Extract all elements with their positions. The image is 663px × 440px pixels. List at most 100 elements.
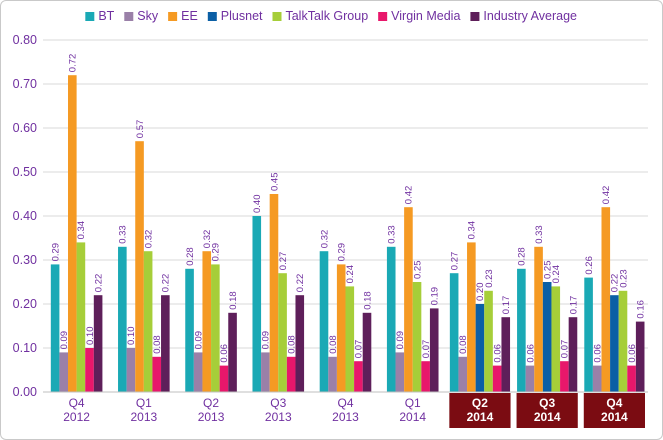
data-label: 0.20	[475, 283, 486, 302]
data-label: 0.22	[93, 274, 104, 293]
data-label: 0.29	[50, 243, 61, 262]
data-label: 0.25	[542, 261, 553, 280]
data-labels: 0.29 0.09 0.72 0.34 0.10 0.22 0.33 0.10 0.57 0.32…	[50, 54, 646, 363]
bar	[319, 251, 329, 392]
y-tick-label: 0.20	[13, 297, 37, 311]
bar	[467, 242, 476, 392]
data-label: 0.17	[501, 296, 512, 315]
data-label: 0.42	[601, 186, 612, 205]
legend: BT Sky EE Plusnet TalkTalk Group Virgin Media…	[85, 9, 577, 23]
bar	[211, 264, 220, 392]
bar	[261, 352, 270, 392]
data-label: 0.09	[59, 331, 70, 350]
data-label: 0.28	[185, 247, 196, 266]
x-tick-label: Q4	[337, 396, 353, 410]
x-tick-label: Q2	[472, 396, 488, 410]
x-tick-label: Q2	[203, 396, 219, 410]
bar	[328, 356, 337, 392]
legend-swatch	[124, 12, 134, 21]
bar	[252, 216, 262, 392]
legend-label: TalkTalk Group	[285, 9, 368, 23]
axes: 0.000.100.200.300.400.500.600.700.80Q420…	[13, 33, 648, 424]
y-tick-label: 0.10	[13, 341, 37, 355]
category-highlight	[449, 393, 511, 428]
legend-item: BT	[85, 9, 115, 23]
bar	[59, 352, 69, 392]
data-label: 0.07	[421, 340, 432, 359]
data-label: 0.57	[135, 120, 146, 139]
bar	[627, 365, 636, 392]
legend-label: BT	[98, 9, 114, 23]
bar	[354, 361, 363, 392]
bar	[584, 277, 593, 392]
bar	[458, 356, 468, 392]
bar	[161, 295, 170, 392]
legend-swatch	[85, 12, 95, 21]
data-label: 0.08	[286, 335, 297, 354]
legend-label: Plusnet	[221, 9, 263, 23]
y-tick-label: 0.80	[13, 33, 37, 47]
bar	[126, 348, 136, 392]
legend-item: Sky	[124, 9, 159, 23]
bar	[219, 365, 229, 392]
data-label: 0.18	[362, 291, 373, 310]
data-label: 0.26	[584, 256, 595, 275]
x-tick-label: Q1	[405, 396, 421, 410]
data-label: 0.07	[354, 340, 365, 359]
legend-swatch	[378, 12, 388, 21]
legend-swatch	[272, 12, 282, 21]
legend-swatch	[168, 12, 178, 21]
category-highlight	[583, 393, 645, 428]
data-label: 0.24	[345, 265, 356, 284]
x-tick-label: Q3	[539, 396, 555, 410]
bar	[421, 361, 430, 392]
data-label: 0.17	[568, 296, 579, 315]
data-label: 0.72	[68, 54, 79, 73]
bar	[501, 317, 511, 392]
data-label: 0.29	[337, 243, 348, 262]
data-label: 0.08	[458, 335, 469, 354]
x-tick-label: 2012	[63, 410, 90, 424]
bar	[449, 273, 459, 392]
x-tick-label: 2014	[534, 410, 561, 424]
legend-swatch	[207, 12, 217, 21]
data-label: 0.23	[484, 269, 495, 288]
data-label: 0.33	[534, 225, 545, 244]
data-label: 0.22	[610, 274, 621, 293]
bar	[560, 361, 569, 392]
data-label: 0.32	[202, 230, 213, 249]
bar	[228, 312, 237, 392]
y-tick-label: 0.60	[13, 121, 37, 135]
data-label: 0.33	[118, 225, 129, 244]
data-label: 0.09	[261, 331, 272, 350]
bar	[185, 268, 194, 392]
data-label: 0.33	[387, 225, 398, 244]
legend-swatch	[470, 12, 480, 21]
y-tick-label: 0.00	[13, 385, 37, 399]
bar	[429, 308, 439, 392]
x-tick-label: Q4	[606, 396, 622, 410]
data-label: 0.18	[228, 291, 239, 310]
x-tick-label: Q1	[136, 396, 152, 410]
legend-item: TalkTalk Group	[272, 9, 368, 23]
y-tick-label: 0.40	[13, 209, 37, 223]
data-label: 0.10	[85, 327, 96, 346]
bar	[345, 286, 355, 392]
data-label: 0.40	[252, 195, 263, 214]
bar	[618, 290, 628, 392]
data-label: 0.10	[126, 327, 137, 346]
x-tick-label: 2013	[265, 410, 292, 424]
bar	[404, 207, 413, 392]
bar	[286, 356, 296, 392]
bar	[152, 356, 162, 392]
data-label: 0.34	[76, 221, 87, 240]
data-label: 0.29	[211, 243, 222, 262]
data-label: 0.06	[592, 344, 603, 363]
data-label: 0.27	[278, 252, 289, 271]
bar	[76, 242, 86, 392]
bar	[118, 246, 127, 392]
bar	[568, 317, 578, 392]
x-tick-label: 2014	[601, 410, 628, 424]
data-label: 0.23	[618, 269, 629, 288]
